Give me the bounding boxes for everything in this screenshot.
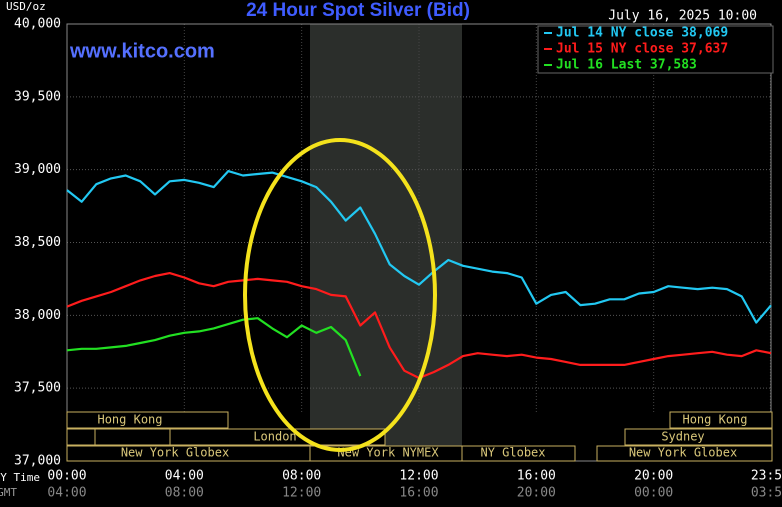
session-label: London (253, 430, 296, 444)
legend-label: Jul 14 NY close 38,069 (556, 26, 728, 41)
legend-label: Jul 15 NY close 37,637 (556, 42, 728, 57)
series-line (66, 170, 772, 324)
sessions: Hong Kong London New York Globex New Yor… (66, 411, 773, 462)
y-tick-label: 37,000 (14, 454, 61, 469)
x-tick-label: 00:00 (47, 469, 86, 484)
session-label: NY Globex (480, 446, 545, 460)
series-line (66, 317, 362, 377)
session-box (169, 428, 386, 446)
y-tick-label: 38,500 (14, 235, 61, 250)
y-tick-label: 37,500 (14, 381, 61, 396)
x2-tick-label: 03:59 (751, 486, 782, 501)
watermark: www.kitco.com (69, 40, 215, 62)
legend-box (537, 25, 774, 74)
session-label: Hong Kong (97, 413, 162, 427)
session-box (624, 428, 773, 446)
timestamp: July 16, 2025 10:00 (608, 9, 757, 24)
x-axis-label: NY Time (0, 471, 40, 484)
legend-label: Jul 16 Last 37,583 (556, 58, 697, 73)
session-label: Sydney (661, 430, 704, 444)
session-label: Hong Kong (682, 413, 747, 427)
session-box (94, 428, 171, 446)
session-label: New York NYMEX (337, 446, 439, 460)
session-label: New York Globex (629, 446, 737, 460)
x2-tick-label: 04:00 (47, 486, 86, 501)
y-tick-label: 40,000 (14, 17, 61, 32)
x2-tick-label: 20:00 (517, 486, 556, 501)
session-box (66, 411, 229, 429)
x2-tick-label: 16:00 (399, 486, 438, 501)
session-label: New York Globex (121, 446, 229, 460)
x2-axis-label: GMT (0, 486, 17, 499)
x-tick-label: 04:00 (165, 469, 204, 484)
x-tick-label: 23:59 (751, 469, 782, 484)
x-tick-label: 16:00 (517, 469, 556, 484)
y-unit: USD/oz (6, 0, 46, 13)
y-tick-label: 39,000 (14, 162, 61, 177)
x-tick-label: 20:00 (634, 469, 673, 484)
x2-tick-label: 00:00 (634, 486, 673, 501)
x-tick-label: 12:00 (399, 469, 438, 484)
x-tick-label: 08:00 (282, 469, 321, 484)
session-box (66, 428, 96, 446)
x2-tick-label: 08:00 (165, 486, 204, 501)
session-box (669, 411, 773, 429)
y-tick-label: 39,500 (14, 89, 61, 104)
y-tick-label: 38,000 (14, 308, 61, 323)
session-box (596, 445, 773, 462)
chart-title: 24 Hour Spot Silver (Bid) (246, 0, 470, 21)
highlight-circle (243, 138, 437, 452)
x2-tick-label: 12:00 (282, 486, 321, 501)
session-box (461, 445, 576, 462)
